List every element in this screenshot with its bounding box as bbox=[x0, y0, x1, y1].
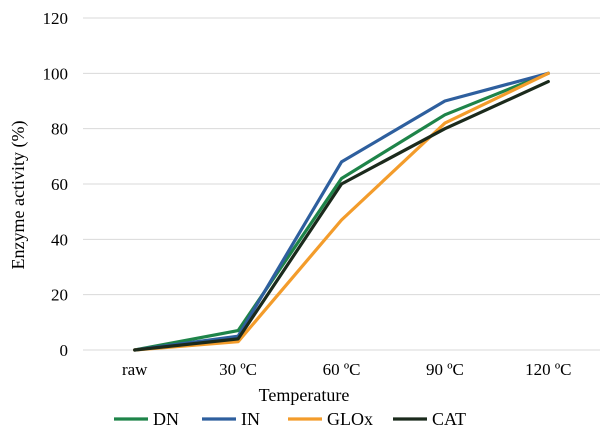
series-lines bbox=[133, 71, 550, 352]
legend-label-in: IN bbox=[241, 409, 260, 429]
y-tick-label: 20 bbox=[51, 286, 68, 305]
legend-label-glox: GLOx bbox=[327, 409, 373, 429]
x-tick-label: 90 ºC bbox=[426, 360, 464, 379]
series-line-in bbox=[133, 71, 550, 352]
y-tick-label: 60 bbox=[51, 175, 68, 194]
legend-label-cat: CAT bbox=[432, 409, 466, 429]
y-tick-label: 80 bbox=[51, 120, 68, 139]
series-line-glox bbox=[133, 71, 550, 352]
series-line-dn bbox=[133, 71, 550, 352]
x-tick-label: raw bbox=[122, 360, 148, 379]
y-tick-label: 0 bbox=[60, 341, 69, 360]
legend: DN IN GLOx CAT bbox=[114, 409, 466, 429]
series-line-cat bbox=[133, 79, 550, 352]
y-tick-label: 40 bbox=[51, 230, 68, 249]
x-tick-label: 120 ºC bbox=[525, 360, 571, 379]
x-tick-label: 60 ºC bbox=[323, 360, 361, 379]
legend-label-dn: DN bbox=[153, 409, 179, 429]
y-tick-label: 120 bbox=[43, 9, 69, 28]
y-axis-ticks: 0 20 40 60 80 100 120 bbox=[43, 9, 69, 360]
x-axis-ticks: raw 30 ºC 60 ºC 90 ºC 120 ºC bbox=[122, 360, 572, 379]
grid-lines bbox=[83, 17, 600, 351]
x-tick-label: 30 ºC bbox=[219, 360, 257, 379]
x-axis-title: Temperature bbox=[259, 385, 350, 405]
y-axis-title: Enzyme activity (%) bbox=[8, 121, 29, 270]
y-tick-label: 100 bbox=[43, 64, 69, 83]
